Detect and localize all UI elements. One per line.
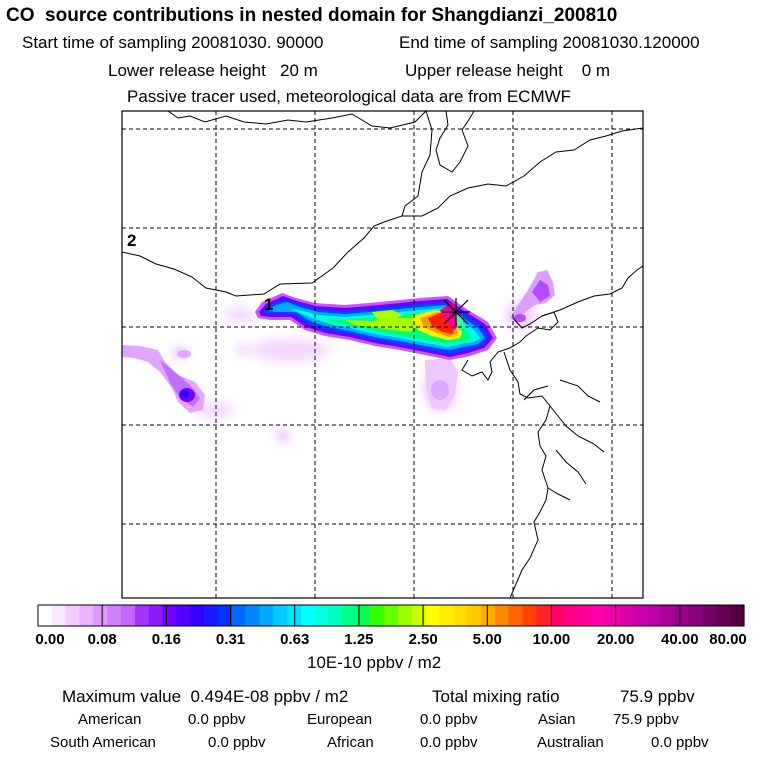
colorbar-cell bbox=[273, 605, 288, 626]
colorbar-cell bbox=[356, 605, 371, 626]
colorbar-cell bbox=[439, 605, 454, 626]
colorbar-cell bbox=[411, 605, 427, 626]
total-mixing-value: 75.9 ppbv bbox=[620, 687, 695, 706]
colorbar-cell bbox=[591, 605, 607, 626]
colorbar-cell bbox=[370, 605, 385, 626]
australian-value: 0.0 ppbv bbox=[651, 734, 709, 751]
colorbar-tick-label: 0.00 bbox=[35, 631, 65, 648]
colorbar-tick-label: 5.00 bbox=[472, 631, 502, 648]
nested-domain-label-1: 1 bbox=[264, 295, 274, 314]
colorbar-cell bbox=[217, 605, 233, 626]
european-value: 0.0 ppbv bbox=[420, 711, 478, 728]
american-value: 0.0 ppbv bbox=[188, 711, 246, 728]
colorbar-cell bbox=[314, 605, 330, 626]
colorbar-cell bbox=[190, 605, 205, 626]
colorbar-cell bbox=[38, 605, 53, 626]
colorbar-cell bbox=[162, 605, 178, 626]
colorbar-cell bbox=[633, 605, 648, 626]
colorbar-cell bbox=[204, 605, 219, 626]
map-title: CO source contributions in nested domain… bbox=[6, 5, 618, 26]
colorbar-cell bbox=[121, 605, 136, 626]
african-label: African bbox=[327, 734, 374, 751]
colorbar-unit: 10E-10 ppbv / m2 bbox=[307, 653, 442, 672]
colorbar-cell bbox=[480, 605, 496, 626]
colorbar-cell bbox=[231, 605, 247, 626]
colorbar-cell bbox=[522, 605, 537, 626]
total-mixing-label: Total mixing ratio bbox=[432, 687, 560, 706]
colorbar-cell bbox=[730, 605, 745, 626]
tracer-note: Passive tracer used, meteorological data… bbox=[127, 87, 572, 106]
colorbar-cell bbox=[467, 605, 482, 626]
colorbar-cell bbox=[79, 605, 94, 626]
end-time: End time of sampling 20081030.120000 bbox=[399, 33, 700, 52]
colorbar-cell bbox=[494, 605, 510, 626]
european-label: European bbox=[307, 711, 373, 728]
colorbar-cell bbox=[259, 605, 274, 626]
receptor-marker-icon bbox=[442, 298, 470, 326]
colorbar-cell bbox=[536, 605, 551, 626]
plume-west bbox=[122, 345, 205, 413]
start-time: Start time of sampling 20081030. 90000 bbox=[22, 33, 324, 52]
american-label: American bbox=[78, 711, 142, 728]
colorbar-tick-label: 0.16 bbox=[151, 631, 181, 648]
colorbar-tick-label: 0.63 bbox=[280, 631, 310, 648]
colorbar-tick-label: 10.00 bbox=[532, 631, 571, 648]
colorbar-cell bbox=[107, 605, 122, 626]
colorbar-cell bbox=[453, 605, 468, 626]
colorbar-tick-label: 2.50 bbox=[408, 631, 438, 648]
colorbar-cell bbox=[425, 605, 441, 626]
colorbar bbox=[37, 604, 745, 627]
nested-domain-label-2: 2 bbox=[127, 231, 137, 250]
map-gridlines bbox=[122, 111, 643, 598]
colorbar-tick-label: 80.00 bbox=[709, 631, 747, 648]
colorbar-cell bbox=[65, 605, 81, 626]
colorbar-cell bbox=[328, 605, 344, 626]
upper-release-height: Upper release height 0 m bbox=[405, 61, 611, 80]
plume-south bbox=[425, 358, 458, 410]
asian-label: Asian bbox=[538, 711, 576, 728]
plume-northeast bbox=[510, 270, 555, 322]
lower-release-height: Lower release height 20 m bbox=[108, 61, 318, 80]
colorbar-cell bbox=[342, 605, 357, 626]
map-area bbox=[122, 111, 643, 598]
colorbar-cell bbox=[245, 605, 261, 626]
colorbar-cell bbox=[397, 605, 413, 626]
colorbar-cell bbox=[674, 605, 690, 626]
colorbar-cell bbox=[716, 605, 731, 626]
colorbar-cell bbox=[384, 605, 399, 626]
colorbar-cell bbox=[176, 605, 191, 626]
colorbar-cell bbox=[301, 605, 316, 626]
map-frame bbox=[121, 110, 644, 599]
colorbar-cell bbox=[577, 605, 593, 626]
colorbar-cell bbox=[148, 605, 164, 626]
colorbar-tick-label: 0.08 bbox=[87, 631, 117, 648]
colorbar-cell bbox=[93, 605, 108, 626]
colorbar-cell bbox=[134, 605, 150, 626]
map-boundaries bbox=[122, 111, 643, 598]
colorbar-cell bbox=[647, 605, 662, 626]
asian-value: 75.9 ppbv bbox=[613, 711, 679, 728]
colorbar-tick-label: 20.00 bbox=[596, 631, 635, 648]
colorbar-cell bbox=[550, 605, 565, 626]
colorbar-cell bbox=[619, 605, 634, 626]
colorbar-tick-label: 1.25 bbox=[344, 631, 374, 648]
colorbar-tick-label: 40.00 bbox=[661, 631, 699, 648]
colorbar-cell bbox=[702, 605, 717, 626]
south-american-label: South American bbox=[50, 734, 156, 751]
colorbar-cell bbox=[688, 605, 704, 626]
max-value: Maximum value 0.494E-08 ppbv / m2 bbox=[62, 687, 349, 706]
australian-label: Australian bbox=[537, 734, 604, 751]
colorbar-cell bbox=[51, 605, 67, 626]
african-value: 0.0 ppbv bbox=[420, 734, 478, 751]
colorbar-tick-label: 0.31 bbox=[215, 631, 246, 648]
colorbar-cell bbox=[605, 605, 621, 626]
colorbar-cell bbox=[508, 605, 524, 626]
south-american-value: 0.0 ppbv bbox=[208, 734, 266, 751]
colorbar-cell bbox=[564, 605, 579, 626]
colorbar-cell bbox=[660, 605, 676, 626]
